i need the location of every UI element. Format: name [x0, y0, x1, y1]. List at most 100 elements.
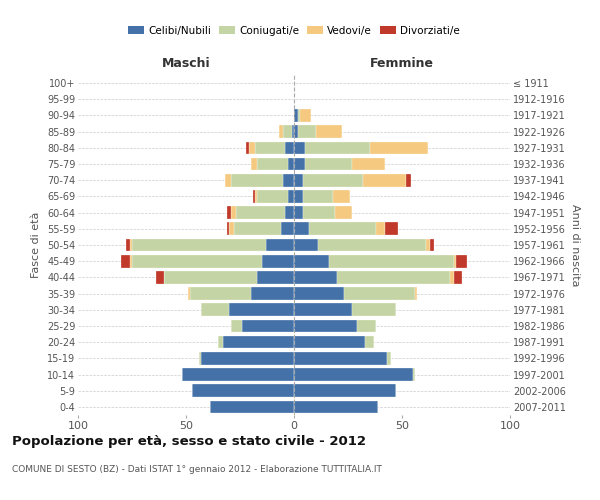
Bar	[365, 336, 374, 348]
Bar	[376, 222, 385, 235]
Text: Femmine: Femmine	[370, 57, 434, 70]
Bar	[229, 304, 294, 316]
Bar	[266, 238, 294, 252]
Legend: Celibi/Nubili, Coniugati/e, Vedovi/e, Divorziati/e: Celibi/Nubili, Coniugati/e, Vedovi/e, Di…	[128, 26, 460, 36]
Bar	[253, 190, 255, 202]
Bar	[132, 255, 262, 268]
Bar	[294, 368, 413, 381]
Bar	[456, 255, 467, 268]
Bar	[294, 352, 387, 364]
Bar	[286, 206, 294, 219]
Bar	[294, 206, 302, 219]
Bar	[335, 206, 352, 219]
Bar	[406, 174, 410, 186]
Bar	[232, 206, 236, 219]
Text: Popolazione per età, sesso e stato civile - 2012: Popolazione per età, sesso e stato civil…	[12, 435, 366, 448]
Bar	[247, 142, 248, 154]
Bar	[294, 174, 302, 186]
Bar	[210, 400, 294, 413]
Bar	[121, 255, 130, 268]
Bar	[329, 255, 454, 268]
Bar	[227, 222, 229, 235]
Bar	[130, 255, 132, 268]
Bar	[292, 126, 294, 138]
Bar	[236, 206, 286, 219]
Bar	[227, 206, 232, 219]
Bar	[356, 320, 376, 332]
Bar	[283, 126, 292, 138]
Bar	[298, 109, 301, 122]
Bar	[294, 190, 302, 202]
Bar	[294, 142, 305, 154]
Bar	[305, 158, 352, 170]
Bar	[251, 288, 294, 300]
Bar	[294, 288, 344, 300]
Bar	[415, 288, 417, 300]
Bar	[257, 158, 287, 170]
Bar	[283, 174, 294, 186]
Bar	[286, 142, 294, 154]
Bar	[449, 271, 454, 283]
Bar	[218, 336, 223, 348]
Bar	[251, 158, 257, 170]
Bar	[454, 255, 456, 268]
Bar	[387, 352, 391, 364]
Bar	[352, 158, 385, 170]
Bar	[294, 158, 305, 170]
Bar	[302, 190, 333, 202]
Bar	[242, 320, 294, 332]
Bar	[281, 222, 294, 235]
Bar	[294, 384, 395, 397]
Bar	[132, 238, 266, 252]
Bar	[309, 222, 376, 235]
Bar	[298, 126, 316, 138]
Bar	[262, 255, 294, 268]
Bar	[294, 255, 329, 268]
Bar	[430, 238, 434, 252]
Bar	[294, 320, 356, 332]
Bar	[130, 238, 132, 252]
Bar	[125, 238, 130, 252]
Bar	[188, 288, 190, 300]
Bar	[370, 142, 428, 154]
Bar	[287, 158, 294, 170]
Bar	[301, 109, 311, 122]
Bar	[337, 271, 449, 283]
Bar	[255, 142, 286, 154]
Bar	[193, 384, 294, 397]
Bar	[232, 320, 242, 332]
Bar	[363, 174, 406, 186]
Bar	[182, 368, 294, 381]
Bar	[257, 190, 287, 202]
Bar	[344, 288, 415, 300]
Bar	[199, 352, 201, 364]
Bar	[255, 190, 257, 202]
Bar	[287, 190, 294, 202]
Bar	[302, 174, 363, 186]
Bar	[294, 222, 309, 235]
Bar	[426, 238, 430, 252]
Bar	[294, 126, 298, 138]
Text: Maschi: Maschi	[161, 57, 211, 70]
Bar	[201, 352, 294, 364]
Bar	[318, 238, 426, 252]
Bar	[413, 368, 415, 381]
Bar	[156, 271, 164, 283]
Y-axis label: Anni di nascita: Anni di nascita	[569, 204, 580, 286]
Bar	[248, 142, 255, 154]
Bar	[294, 271, 337, 283]
Bar	[454, 271, 463, 283]
Bar	[201, 304, 229, 316]
Bar	[233, 222, 281, 235]
Bar	[257, 271, 294, 283]
Bar	[164, 271, 257, 283]
Bar	[190, 288, 251, 300]
Text: COMUNE DI SESTO (BZ) - Dati ISTAT 1° gennaio 2012 - Elaborazione TUTTITALIA.IT: COMUNE DI SESTO (BZ) - Dati ISTAT 1° gen…	[12, 465, 382, 474]
Bar	[294, 109, 298, 122]
Bar	[294, 304, 352, 316]
Bar	[223, 336, 294, 348]
Bar	[385, 222, 398, 235]
Bar	[294, 238, 318, 252]
Bar	[333, 190, 350, 202]
Bar	[352, 304, 395, 316]
